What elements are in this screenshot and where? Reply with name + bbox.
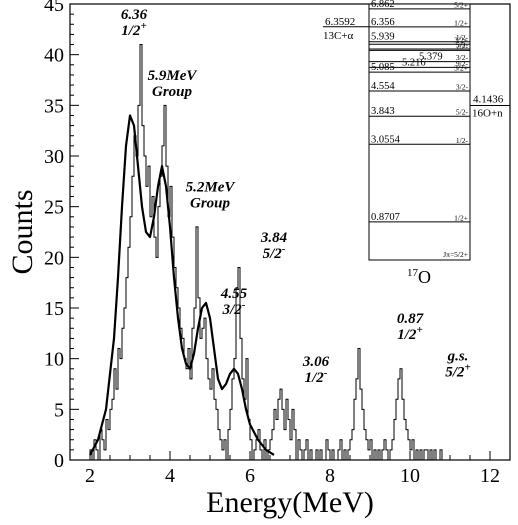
peak-energy: 4.55 (220, 286, 248, 302)
peak-annotations: 6.361/2+5.9MeVGroup5.2MeVGroup4.553/2-3.… (121, 7, 471, 386)
peak-label: 4.553/2- (220, 286, 248, 318)
energy-level: 3.0554 1/2- (369, 134, 470, 145)
x-tick-label: 4 (165, 465, 175, 487)
histogram-bins (86, 44, 448, 461)
peak-spin: 5/2- (263, 243, 286, 262)
energy-level: 5.939 1/2- (369, 32, 470, 43)
peak-spin: 1/2+ (121, 20, 146, 39)
peak-energy: 6.36 (121, 7, 148, 23)
fit-curve (89, 114, 275, 456)
level-scheme: 6.862 5/2+6.356 1/2+5.939 1/2-3/2+5/2-7/2-5… (323, 0, 510, 287)
peak-energy: 0.87 (397, 311, 424, 327)
peak-label: 3.061/2- (302, 354, 330, 386)
y-tick-label: 35 (44, 95, 64, 117)
level-jpi: 3/2- (456, 82, 469, 91)
y-tick-label: 45 (44, 0, 64, 16)
level-jpi: 1/2- (456, 33, 469, 42)
y-tick-label: 25 (44, 197, 64, 219)
level-energy: 4.554 (371, 81, 395, 92)
peak-label: 0.871/2+ (397, 311, 424, 343)
level-energy: 5.085 (371, 62, 395, 73)
threshold-energy: 4.1436 (473, 94, 504, 106)
level-jpi: 1/2- (456, 136, 469, 145)
level-jpi: 1/2+ (454, 213, 468, 222)
peak-energy: 3.06 (302, 354, 330, 370)
x-axis-title: Energy(MeV) (206, 486, 374, 519)
level-jpi: 7/2- (456, 42, 469, 51)
threshold-channel: 16O+n (472, 108, 503, 120)
energy-level: 5.216 9/2- (369, 57, 470, 68)
peak-spin: 3/2- (222, 299, 246, 318)
x-tick-label: 10 (400, 465, 420, 487)
energy-level: 6.862 5/2+ (369, 0, 470, 10)
level-energy: 5.216 (402, 57, 426, 68)
level-energy: 5.379 (419, 52, 443, 63)
peak-spin: 1/2- (305, 367, 328, 386)
energy-level: 5.379 3/2- (369, 52, 470, 63)
y-tick-label: 20 (44, 247, 64, 269)
peak-label: g.s.5/2+ (445, 349, 470, 381)
threshold: 4.1436 16O+n (470, 94, 510, 120)
level-jpi: 5/2+ (454, 0, 468, 9)
y-tick-label: 15 (44, 298, 64, 320)
threshold-channel: 13C+α (323, 30, 354, 42)
peak-spin: Group (152, 84, 193, 100)
level-jpi: 3/2- (456, 53, 469, 62)
x-tick-label: 12 (480, 465, 500, 487)
level-jpi: 5/2- (456, 108, 469, 117)
threshold: 6.3592 13C+α (323, 16, 369, 42)
level-jpi: 1/2+ (454, 18, 468, 27)
energy-level: 0.8707 1/2+ (369, 212, 470, 223)
x-tick-label: 6 (245, 465, 255, 487)
level-jpi: 9/2- (456, 59, 469, 68)
level-jpi: 3/2+ (454, 64, 468, 73)
energy-level: 3/2+ (369, 36, 470, 45)
y-tick-label: 5 (54, 399, 64, 421)
peak-spin: 1/2+ (397, 324, 422, 343)
fit-line (89, 114, 275, 456)
energy-level: 7/2- (369, 42, 470, 51)
energy-level: 6.356 1/2+ (369, 17, 470, 28)
level-energy: 0.8707 (371, 212, 400, 223)
axis-ticks: 2 4 6 8 10 12 0 5 10 15 20 25 30 35 40 45 (44, 0, 511, 487)
level-energy: 5.939 (371, 32, 395, 43)
peak-spin: Group (190, 195, 231, 211)
threshold-energy: 6.3592 (325, 16, 355, 28)
nucleus-label: 17O (407, 267, 431, 287)
peak-energy: 5.9MeV (148, 68, 199, 84)
peak-label: 3.845/2- (260, 230, 288, 262)
y-axis-title: Counts (6, 189, 39, 274)
level-energy: 3.843 (371, 106, 395, 117)
histogram (86, 44, 448, 461)
level-jpi: 3/2+ (454, 36, 468, 45)
y-tick-label: 30 (44, 146, 64, 168)
peak-energy: 5.2MeV (186, 179, 237, 195)
ground-state-jpi: Jπ=5/2+ (443, 250, 468, 259)
energy-level: 5.085 3/2+ (369, 62, 470, 73)
peak-label: 6.361/2+ (121, 7, 148, 39)
peak-energy: g.s. (447, 349, 469, 365)
x-tick-label: 8 (325, 465, 335, 487)
energy-level: 3.843 5/2- (369, 106, 470, 117)
level-energy: 6.356 (371, 17, 395, 28)
peak-energy: 3.84 (260, 230, 288, 246)
y-tick-label: 0 (54, 450, 64, 472)
level-scheme-box (368, 3, 471, 261)
energy-level: 4.554 3/2- (369, 81, 470, 92)
level-energy: 6.862 (371, 0, 395, 10)
x-tick-label: 2 (85, 465, 95, 487)
energy-level: 5/2- (369, 41, 470, 50)
y-tick-label: 40 (44, 45, 64, 67)
level-energy: 3.0554 (371, 134, 401, 145)
y-tick-label: 10 (44, 349, 64, 371)
peak-spin: 5/2+ (445, 362, 470, 381)
level-jpi: 5/2- (456, 41, 469, 50)
